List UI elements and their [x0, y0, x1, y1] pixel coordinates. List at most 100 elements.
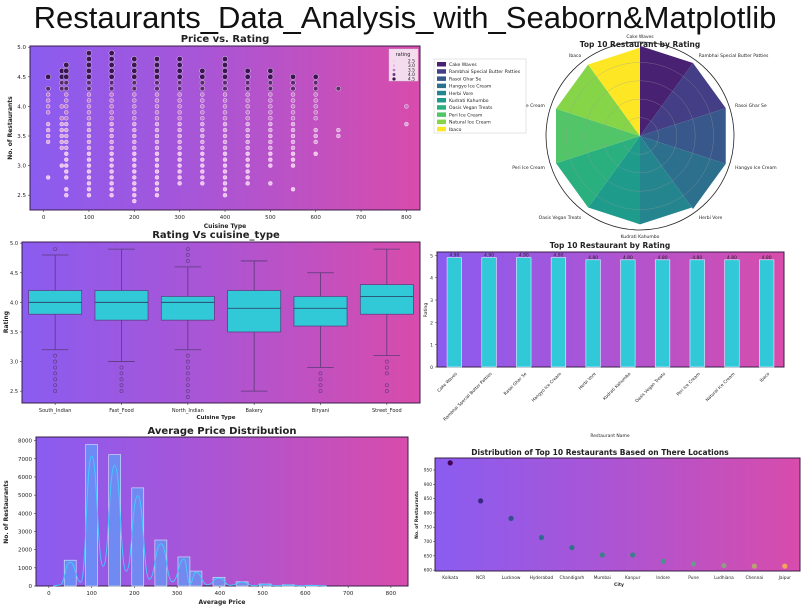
scatter-point: [268, 104, 273, 109]
scatter-point: [313, 139, 318, 145]
scatter-point: [268, 157, 273, 162]
polar-wedge: [640, 63, 726, 136]
scatter-point: [177, 181, 182, 186]
outlier: [119, 389, 124, 394]
x-tick: 100: [84, 215, 95, 221]
scatter-point: [268, 92, 273, 97]
scatter-point: [86, 187, 92, 192]
outlier: [119, 383, 124, 388]
scatter-point: [290, 133, 296, 139]
scatter-point: [176, 67, 183, 74]
avg-price-hist-chart: Average Price Distribution 0 100 200 300 400 5…: [3, 426, 409, 606]
scatter-point: [64, 110, 69, 115]
hist-bar: [154, 539, 168, 587]
scatter-point: [222, 73, 228, 80]
city-point: [782, 563, 788, 569]
scatter-point: [154, 151, 160, 156]
x-tick: 400: [220, 215, 231, 221]
outlier: [318, 377, 323, 382]
scatter-point: [313, 151, 318, 156]
x-tick: Oasis Vegan Treats: [634, 371, 668, 405]
x-tick: South_Indian: [39, 408, 71, 414]
scatter-point: [245, 110, 250, 115]
x-axis-label: Restaurant Name: [590, 433, 630, 439]
scatter-point: [154, 139, 160, 145]
scatter-point: [200, 104, 205, 109]
outlier: [318, 383, 323, 388]
scatter-point: [64, 133, 69, 139]
legend-entry: Herbi Vore: [449, 91, 473, 97]
legend-entry: Rambhai Special Butter Patties: [449, 69, 521, 75]
scatter-point: [109, 86, 115, 92]
y-tick: 4: [430, 276, 433, 282]
scatter-point: [132, 187, 137, 192]
scatter-point: [108, 56, 115, 62]
scatter-point: [131, 80, 137, 86]
scatter-point: [313, 133, 318, 139]
polar-wedge: [588, 136, 640, 225]
scatter-point: [86, 193, 92, 198]
scatter-point: [222, 116, 228, 121]
scatter-point: [200, 145, 205, 151]
scatter-point: [177, 116, 182, 121]
polar-label: Herbi Vore: [699, 215, 723, 221]
x-tick: Cake Waves: [436, 371, 459, 394]
scatter-point: [64, 187, 69, 192]
scatter-point: [222, 157, 228, 162]
x-tick: 500: [265, 215, 276, 221]
scatter-point: [59, 80, 65, 86]
scatter-point: [108, 62, 115, 68]
scatter-point: [154, 86, 160, 92]
y-tick: 7000: [18, 457, 32, 463]
y-tick: 700: [424, 539, 432, 545]
bar-value-label: 4.80: [588, 255, 598, 261]
scatter-point: [86, 104, 92, 109]
outlier: [185, 383, 190, 388]
scatter-point: [59, 139, 64, 145]
scatter-point: [245, 151, 250, 156]
chart-title: Price vs. Rating: [181, 34, 270, 45]
scatter-point: [200, 133, 205, 139]
hist-bar: [177, 556, 191, 587]
scatter-point: [86, 121, 92, 127]
scatter-point: [200, 157, 205, 162]
bar-value-label: 4.80: [727, 255, 737, 261]
x-tick: 200: [129, 591, 140, 597]
scatter-point: [268, 133, 273, 139]
scatter-point: [59, 121, 64, 127]
scatter-point: [109, 121, 114, 127]
scatter-point: [109, 157, 114, 162]
scatter-point: [64, 104, 69, 109]
scatter-point: [245, 92, 250, 97]
scatter-point: [268, 116, 273, 121]
y-tick: 4.0: [17, 104, 26, 110]
city-point: [721, 562, 727, 569]
box: [359, 284, 414, 315]
scatter-point: [199, 73, 206, 80]
scatter-point: [63, 73, 70, 80]
outlier: [119, 371, 124, 376]
y-axis-label: No. of Restaurants: [414, 491, 420, 539]
scatter-point: [222, 86, 228, 92]
y-tick: 650: [424, 553, 432, 559]
bar: [689, 259, 705, 368]
x-tick: 800: [401, 215, 412, 221]
y-tick: 950: [424, 468, 432, 474]
scatter-point: [109, 145, 114, 151]
scatter-point: [108, 50, 115, 57]
hist-bar: [63, 559, 77, 587]
y-tick: 750: [424, 525, 432, 531]
legend-entry: Peri Ice Cream: [449, 112, 483, 118]
scatter-point: [64, 92, 69, 97]
scatter-point: [177, 127, 182, 133]
scatter-point: [86, 86, 92, 92]
scatter-point: [64, 127, 69, 133]
x-tick: Bakery: [246, 408, 263, 414]
scatter-point: [132, 163, 137, 168]
box: [227, 290, 282, 333]
scatter-point: [200, 110, 205, 115]
scatter-point: [312, 73, 319, 80]
scatter-point: [86, 110, 92, 115]
polar-label: Hangyo Ice Cream: [735, 165, 777, 171]
scatter-point: [154, 121, 160, 127]
